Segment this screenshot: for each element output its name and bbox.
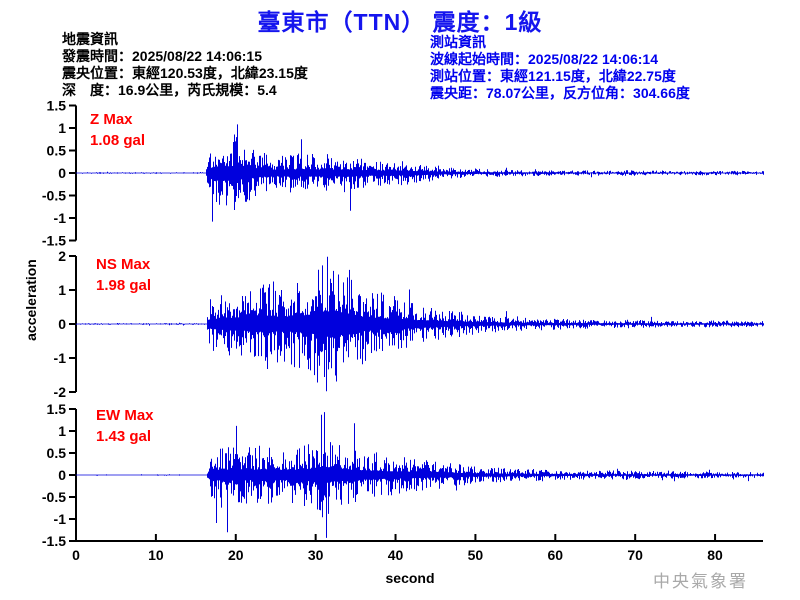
y-tick-label-Z: 1 <box>58 120 66 136</box>
x-tick-label: 40 <box>388 547 404 563</box>
y-tick-label-Z: -1.5 <box>42 233 66 249</box>
y-tick-label-EW: -1.5 <box>42 533 66 549</box>
y-tick-label-EW: 0.5 <box>47 445 67 461</box>
y-tick-label-EW: -1 <box>54 511 67 527</box>
y-tick-label-Z: 0 <box>58 165 66 181</box>
trace-z-name: Z Max <box>90 111 133 128</box>
y-axis-label: acceleration <box>23 259 39 341</box>
y-tick-label-EW: 1.5 <box>47 401 67 417</box>
waveform-trace-NS <box>76 256 764 392</box>
x-tick-label: 70 <box>627 547 643 563</box>
y-tick-label-EW: -0.5 <box>42 489 66 505</box>
page-title: 臺東市（TTN） 震度：1級 <box>257 9 543 35</box>
trace-ns-max-value: 1.98 gal <box>96 277 152 294</box>
station-location: 測站位置：東經121.15度，北緯22.75度 <box>430 68 676 84</box>
y-tick-label-Z: -1 <box>54 210 67 226</box>
event-depth-magnitude: 深 度：16.9公里，芮氏規模：5.4 <box>62 82 277 98</box>
event-origin-time: 發震時間：2025/08/22 14:06:15 <box>62 48 262 64</box>
x-tick-label: 0 <box>72 547 80 563</box>
trace-ew-name: EW Max <box>96 407 154 424</box>
y-tick-label-NS: 0 <box>58 316 66 332</box>
y-tick-label-Z: 1.5 <box>47 98 67 114</box>
trace-label-z: Z Max 1.08 gal <box>90 109 145 151</box>
y-tick-label-NS: 1 <box>58 282 66 298</box>
station-distance-azimuth: 震央距：78.07公里，反方位角：304.66度 <box>430 85 690 101</box>
x-tick-label: 50 <box>468 547 484 563</box>
y-tick-label-EW: 1 <box>58 423 66 439</box>
y-tick-label-Z: -0.5 <box>42 188 66 204</box>
event-epicenter: 震央位置：東經120.53度，北緯23.15度 <box>62 65 308 81</box>
trace-ew-max-value: 1.43 gal <box>96 428 152 445</box>
event-info-heading: 地震資訊 <box>62 31 118 47</box>
x-axis-label: second <box>385 570 435 586</box>
agency-watermark: 中央氣象署 <box>653 572 748 591</box>
x-tick-label: 30 <box>308 547 324 563</box>
y-tick-label-NS: 2 <box>58 248 66 264</box>
trace-z-max-value: 1.08 gal <box>90 132 146 149</box>
event-info-block: 地震資訊 發震時間：2025/08/22 14:06:15 震央位置：東經120… <box>62 31 308 99</box>
x-tick-label: 20 <box>228 547 244 563</box>
y-tick-label-NS: -2 <box>54 384 67 400</box>
trace-label-ns: NS Max 1.98 gal <box>96 254 151 296</box>
x-tick-label: 10 <box>148 547 164 563</box>
y-tick-label-EW: 0 <box>58 467 66 483</box>
y-tick-label-NS: -1 <box>54 350 67 366</box>
y-tick-label-Z: 0.5 <box>47 143 67 159</box>
station-wave-start-time: 波線起始時間：2025/08/22 14:06:14 <box>430 51 658 67</box>
waveform-trace-Z <box>76 124 764 222</box>
station-info-heading: 測站資訊 <box>430 34 486 50</box>
x-tick-label: 80 <box>707 547 723 563</box>
waveform-trace-EW <box>76 412 764 538</box>
station-info-block: 測站資訊 波線起始時間：2025/08/22 14:06:14 測站位置：東經1… <box>430 34 690 102</box>
x-tick-label: 60 <box>548 547 564 563</box>
trace-ns-name: NS Max <box>96 256 151 273</box>
trace-label-ew: EW Max 1.43 gal <box>96 405 154 447</box>
